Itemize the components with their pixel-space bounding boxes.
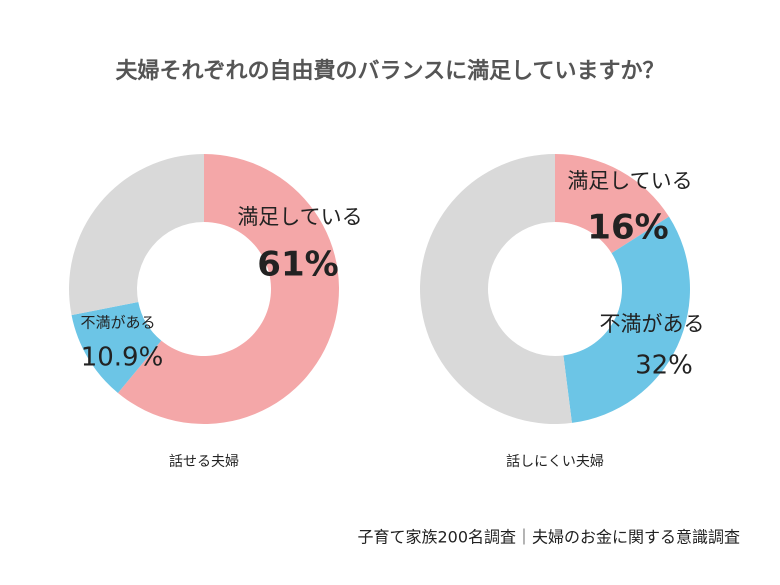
donut-segment: [68, 154, 204, 316]
donut-segment: [555, 154, 669, 254]
segment-label: 不満がある: [600, 312, 705, 336]
source-note: 子育て家族200名調査｜夫婦のお金に関する意識調査: [357, 528, 740, 547]
chart-caption: 話せる夫婦: [169, 453, 239, 470]
donut-segment: [420, 154, 572, 424]
donut-segment: [563, 216, 690, 423]
chart-caption: 話しにくい夫婦: [506, 453, 604, 470]
value-label: 61%: [257, 245, 338, 285]
page-title: 夫婦それぞれの自由費のバランスに満足していますか？: [116, 58, 665, 84]
segment-label: 満足している: [567, 169, 692, 193]
donut-segment: [117, 154, 340, 424]
segment-label: 満足している: [237, 205, 362, 229]
value-label: 16%: [587, 208, 668, 248]
segment-label: 不満がある: [80, 314, 155, 332]
value-label: 10.9%: [81, 343, 164, 373]
donut-segment: [71, 301, 162, 394]
value-label: 32%: [635, 351, 693, 381]
